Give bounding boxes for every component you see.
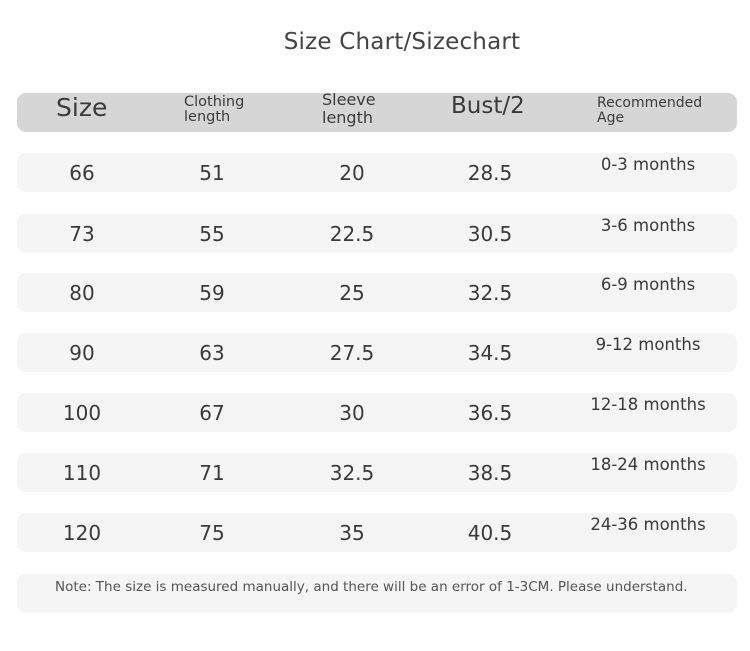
- cell-recommended-age: 18-24 months: [590, 455, 706, 474]
- header-sleeve-length-line2: length: [322, 108, 373, 127]
- cell-size: 73: [69, 222, 95, 246]
- header-recommended-age-line2: Age: [597, 110, 625, 126]
- cell-clothing-length: 71: [199, 461, 225, 485]
- cell-bust: 38.5: [467, 461, 513, 485]
- cell-clothing-length: 63: [199, 341, 225, 365]
- cell-bust: 34.5: [467, 341, 513, 365]
- header-clothing-length-line2: length: [184, 109, 231, 125]
- cell-size: 110: [62, 461, 102, 485]
- table-row: 110 71 32.5 38.5 18-24 months: [17, 453, 737, 492]
- header-bust: Bust/2: [451, 93, 525, 119]
- cell-sleeve-length: 35: [339, 521, 365, 545]
- header-recommended-age-line1: Recommended: [597, 95, 703, 111]
- cell-recommended-age: 9-12 months: [595, 335, 701, 354]
- cell-recommended-age: 24-36 months: [590, 515, 706, 534]
- cell-sleeve-length: 22.5: [329, 222, 375, 246]
- table-row: 90 63 27.5 34.5 9-12 months: [17, 333, 737, 372]
- cell-sleeve-length: 20: [339, 161, 365, 185]
- table-row: 66 51 20 28.5 0-3 months: [17, 153, 737, 192]
- cell-bust: 32.5: [467, 281, 513, 305]
- header-recommended-age: Recommended Age: [597, 96, 702, 126]
- table-row: 100 67 30 36.5 12-18 months: [17, 393, 737, 432]
- table-row: 73 55 22.5 30.5 3-6 months: [17, 214, 737, 253]
- cell-size: 100: [62, 401, 102, 425]
- cell-recommended-age: 0-3 months: [600, 155, 696, 174]
- cell-bust: 28.5: [467, 161, 513, 185]
- table-header: Size Clothing length Sleeve length Bust/…: [17, 91, 737, 132]
- header-clothing-length: Clothing length: [184, 95, 244, 125]
- page-title: Size Chart/Sizechart: [283, 29, 521, 55]
- header-sleeve-length: Sleeve length: [322, 91, 376, 127]
- cell-sleeve-length: 27.5: [329, 341, 375, 365]
- header-clothing-length-line1: Clothing: [184, 94, 245, 110]
- cell-bust: 36.5: [467, 401, 513, 425]
- table-row: 80 59 25 32.5 6-9 months: [17, 273, 737, 312]
- cell-recommended-age: 3-6 months: [600, 216, 696, 235]
- table-row: 120 75 35 40.5 24-36 months: [17, 513, 737, 552]
- cell-sleeve-length: 32.5: [329, 461, 375, 485]
- cell-recommended-age: 6-9 months: [600, 275, 696, 294]
- cell-sleeve-length: 25: [339, 281, 365, 305]
- cell-clothing-length: 55: [199, 222, 225, 246]
- cell-bust: 30.5: [467, 222, 513, 246]
- cell-recommended-age: 12-18 months: [590, 395, 706, 414]
- cell-sleeve-length: 30: [339, 401, 365, 425]
- cell-size: 120: [62, 521, 102, 545]
- cell-bust: 40.5: [467, 521, 513, 545]
- note-text: Note: The size is measured manually, and…: [55, 579, 688, 595]
- cell-size: 80: [69, 281, 95, 305]
- note-box: Note: The size is measured manually, and…: [17, 574, 737, 613]
- cell-clothing-length: 67: [199, 401, 225, 425]
- header-size: Size: [56, 93, 108, 122]
- cell-clothing-length: 59: [199, 281, 225, 305]
- header-sleeve-length-line1: Sleeve: [322, 90, 376, 109]
- cell-clothing-length: 75: [199, 521, 225, 545]
- cell-size: 90: [69, 341, 95, 365]
- cell-clothing-length: 51: [199, 161, 225, 185]
- cell-size: 66: [69, 161, 95, 185]
